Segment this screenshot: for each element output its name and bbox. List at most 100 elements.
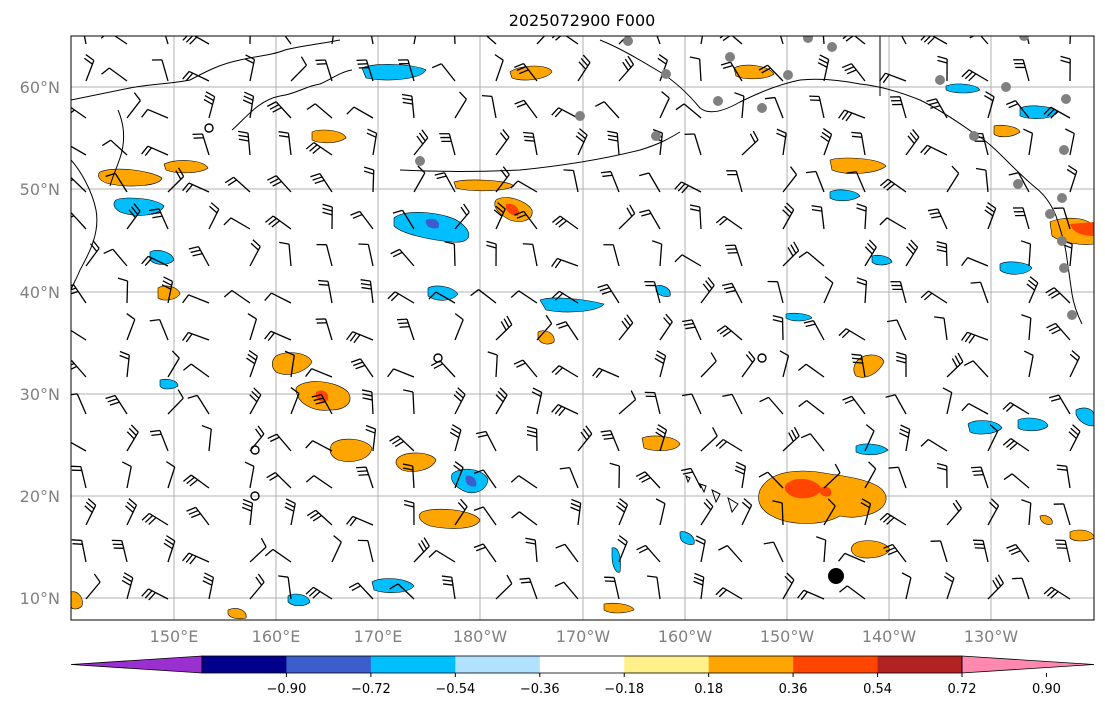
- wind-barb: [249, 36, 251, 45]
- strong-anomaly-region: [819, 486, 832, 497]
- wind-barb: [125, 498, 138, 526]
- wind-barb: [901, 36, 907, 45]
- wind-barb: [536, 314, 553, 341]
- strong-negative-region: [465, 475, 477, 487]
- positive-anomaly-region: [853, 354, 885, 378]
- wind-barb: [149, 429, 169, 452]
- wind-barb: [987, 424, 999, 452]
- wind-barb: [101, 67, 128, 82]
- calm-wind-marker: [757, 353, 767, 363]
- wind-barb: [820, 128, 833, 156]
- wind-barb: [183, 363, 210, 378]
- wind-barb: [1012, 207, 1030, 230]
- north-america-coastline: [1005, 159, 1083, 325]
- wind-barb: [71, 212, 87, 230]
- wind-barb: [575, 128, 588, 156]
- wind-barb: [495, 387, 508, 415]
- colorbar-tick-label: −0.18: [604, 682, 644, 697]
- lon-label: 160°W: [658, 627, 713, 646]
- wind-barb: [817, 54, 830, 82]
- wind-barb: [249, 537, 267, 563]
- wind-barb: [126, 92, 141, 119]
- negative-anomaly-region: [679, 531, 695, 545]
- wind-barb: [402, 463, 415, 489]
- wind-barb: [151, 59, 169, 82]
- wind-barb: [434, 172, 456, 193]
- lat-label: 10°N: [20, 589, 60, 608]
- sakhalin-coastline: [109, 109, 125, 187]
- wind-barb: [654, 350, 667, 378]
- wind-barb: [284, 350, 295, 378]
- wind-barb: [246, 350, 258, 378]
- positive-anomaly-region: [71, 591, 83, 610]
- wind-barb: [776, 128, 787, 156]
- wind-barb: [365, 424, 377, 452]
- wind-barb: [473, 469, 497, 489]
- wind-barb: [305, 586, 333, 600]
- station-dot: [1019, 36, 1029, 41]
- lat-label: 60°N: [20, 78, 60, 97]
- wind-barb: [244, 54, 256, 82]
- colorbar-tick-label: 0.54: [863, 682, 892, 697]
- colorbar-tick-label: 0.90: [1032, 682, 1061, 697]
- lon-label: 170°E: [354, 627, 403, 646]
- wind-barb: [656, 36, 661, 45]
- wind-barb: [675, 103, 702, 119]
- wind-barb: [722, 393, 743, 415]
- wind-barb: [942, 387, 953, 415]
- wind-barb: [885, 394, 907, 415]
- wind-barb: [265, 215, 292, 230]
- gridlines: [71, 36, 1094, 620]
- wind-barb: [182, 70, 210, 82]
- wind-barb: [318, 279, 333, 304]
- wind-barb: [718, 545, 743, 563]
- wind-barb: [720, 61, 743, 82]
- wind-barb: [366, 128, 378, 156]
- calm-wind-marker: [433, 353, 443, 363]
- wind-barb: [899, 424, 911, 452]
- wind-barb: [888, 466, 907, 489]
- wind-barb: [510, 475, 538, 489]
- wind-barb: [278, 575, 292, 600]
- lon-label: 160°E: [252, 627, 301, 646]
- colorbar-segment: [539, 656, 625, 673]
- wind-barb: [1043, 586, 1071, 600]
- wind-barb: [934, 316, 948, 341]
- wind-barb: [856, 277, 868, 304]
- wind-barb: [514, 210, 538, 230]
- station-dot: [1057, 193, 1067, 203]
- wind-barb: [1026, 36, 1030, 45]
- wind-barb: [126, 313, 136, 341]
- wind-barb: [618, 390, 637, 415]
- colorbar-tick-label: 0.18: [694, 682, 723, 697]
- wind-barb: [267, 175, 292, 193]
- wind-barb: [961, 69, 989, 82]
- wind-barb: [715, 587, 743, 600]
- wind-barb: [984, 202, 997, 230]
- wind-barb: [413, 129, 429, 156]
- colorbar-extend-high: [961, 655, 1095, 674]
- wind-barb: [759, 396, 784, 415]
- positive-anomaly-region: [311, 129, 347, 144]
- map-frame: [70, 35, 1095, 621]
- station-dot: [415, 156, 425, 166]
- wind-barb: [223, 289, 251, 304]
- wind-barb: [838, 109, 866, 122]
- wind-barb: [413, 165, 426, 193]
- wind-barb: [597, 283, 620, 304]
- wind-barb: [961, 331, 989, 344]
- wind-barb: [779, 36, 784, 45]
- wind-barb: [441, 575, 456, 600]
- wind-barb: [315, 318, 333, 341]
- wind-barb: [563, 169, 579, 193]
- wind-barb: [526, 425, 538, 452]
- wind-barb: [603, 244, 620, 267]
- wind-barb: [356, 59, 374, 82]
- wind-barb: [716, 325, 743, 341]
- wind-barb: [510, 180, 538, 193]
- wind-barb: [779, 350, 790, 378]
- wind-barb: [105, 394, 128, 415]
- wind-barb: [266, 101, 292, 119]
- station-dot: [827, 42, 837, 52]
- wind-barb: [838, 552, 866, 563]
